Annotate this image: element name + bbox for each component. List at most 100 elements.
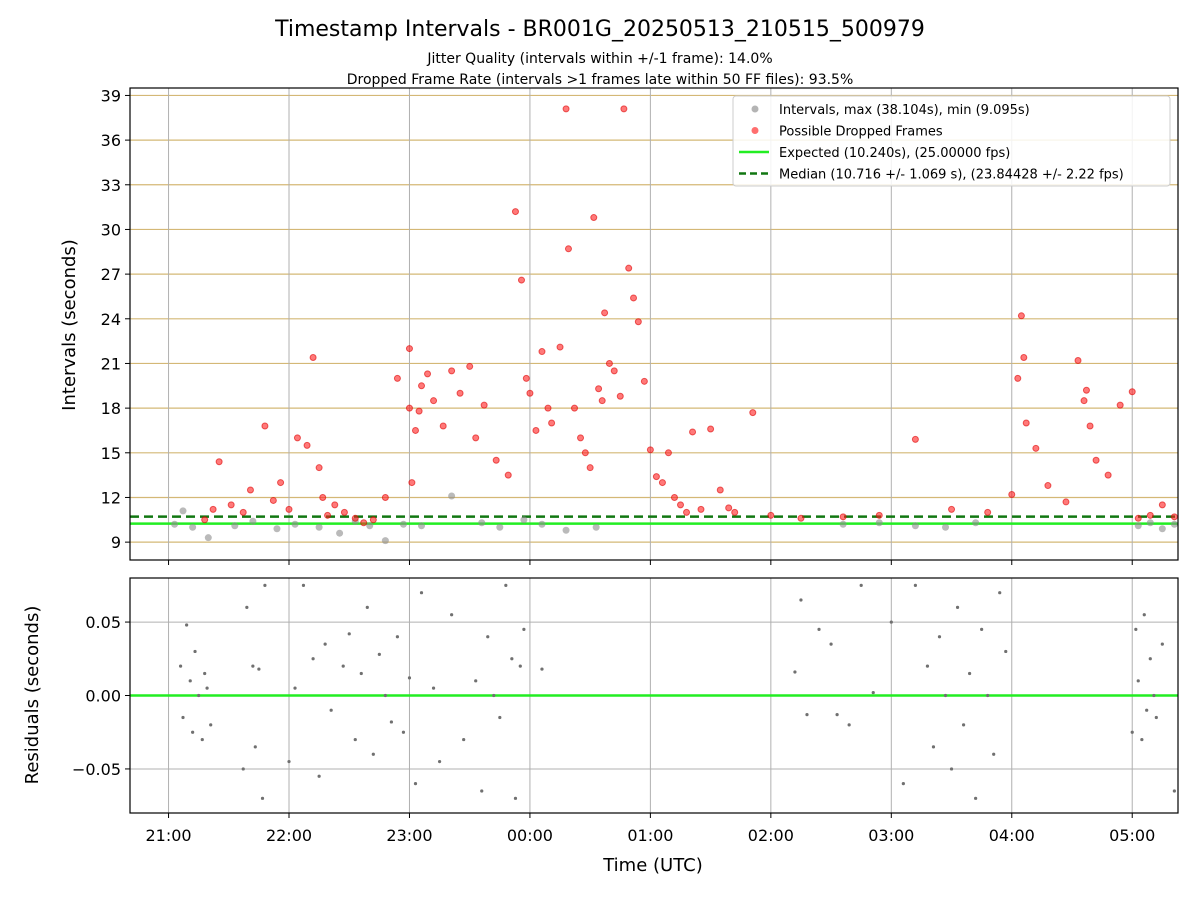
residual-point-23 — [323, 642, 327, 646]
possible-dropped-frames-point-28 — [418, 382, 426, 390]
possible-dropped-frames-point-47 — [556, 343, 564, 351]
possible-dropped-frames-point-75 — [707, 425, 715, 433]
residual-point-3 — [188, 679, 192, 683]
possible-dropped-frames-point-24 — [405, 404, 413, 412]
possible-dropped-frames-point-93 — [1044, 482, 1052, 490]
intervals-point-12 — [381, 537, 389, 545]
residual-point-85 — [1145, 708, 1149, 712]
possible-dropped-frames-point-58 — [605, 359, 613, 367]
residual-point-73 — [968, 671, 972, 676]
possible-dropped-frames-point-100 — [1104, 471, 1112, 479]
residual-point-38 — [419, 591, 424, 595]
possible-dropped-frames-point-7 — [269, 496, 277, 504]
intervals-point-8 — [315, 523, 323, 531]
residual-point-30 — [371, 752, 375, 756]
intervals-point-14 — [418, 522, 426, 530]
possible-dropped-frames-point-90 — [1020, 354, 1028, 362]
possible-dropped-frames-point-78 — [731, 508, 739, 516]
residual-point-37 — [413, 782, 418, 786]
intervals-ytick-label-2: 15 — [101, 444, 121, 463]
residual-point-58 — [829, 642, 833, 646]
possible-dropped-frames-point-25 — [408, 479, 416, 487]
possible-dropped-frames-point-54 — [590, 214, 598, 222]
intervals-point-20 — [562, 526, 570, 534]
intervals-point-28 — [1146, 519, 1154, 527]
intervals-ytick-label-6: 27 — [101, 265, 121, 284]
possible-dropped-frames-point-4 — [239, 508, 247, 516]
possible-dropped-frames-point-82 — [839, 513, 847, 521]
intervals-point-3 — [204, 534, 212, 542]
possible-dropped-frames-point-40 — [517, 276, 525, 284]
residual-point-10 — [209, 723, 213, 727]
residual-point-29 — [365, 605, 369, 609]
residual-point-83 — [1140, 737, 1144, 742]
possible-dropped-frames-point-10 — [293, 434, 301, 442]
possible-dropped-frames-point-99 — [1092, 456, 1100, 464]
possible-dropped-frames-point-97 — [1082, 386, 1090, 394]
possible-dropped-frames-point-65 — [640, 377, 648, 385]
residual-point-8 — [203, 671, 207, 676]
possible-dropped-frames-point-1 — [209, 505, 217, 513]
residual-point-33 — [389, 720, 393, 724]
possible-dropped-frames-point-81 — [797, 514, 805, 522]
possible-dropped-frames-point-85 — [948, 505, 956, 513]
residual-point-11 — [241, 767, 245, 771]
intervals-point-6 — [273, 525, 281, 533]
possible-dropped-frames-point-36 — [480, 401, 488, 409]
possible-dropped-frames-point-71 — [677, 501, 685, 509]
residual-point-42 — [462, 737, 466, 742]
legend-marker-0 — [751, 105, 759, 113]
intervals-point-1 — [179, 507, 187, 515]
possible-dropped-frames-point-42 — [526, 389, 534, 397]
possible-dropped-frames-point-21 — [381, 493, 389, 501]
residual-point-2 — [185, 623, 189, 627]
residual-point-71 — [955, 605, 960, 609]
possible-dropped-frames-point-56 — [598, 397, 606, 405]
possible-dropped-frames-point-27 — [415, 407, 423, 415]
residual-point-19 — [293, 686, 297, 690]
possible-dropped-frames-point-22 — [393, 374, 401, 382]
possible-dropped-frames-point-89 — [1017, 312, 1025, 320]
possible-dropped-frames-point-72 — [683, 508, 691, 516]
possible-dropped-frames-point-83 — [875, 511, 883, 519]
residual-point-51 — [518, 664, 522, 668]
possible-dropped-frames-point-0 — [201, 516, 209, 524]
residual-point-78 — [998, 591, 1002, 595]
possible-dropped-frames-point-20 — [369, 516, 377, 524]
possible-dropped-frames-point-76 — [716, 486, 724, 494]
residual-point-52 — [522, 627, 526, 632]
residual-point-69 — [943, 693, 948, 698]
residual-point-0 — [178, 664, 183, 668]
residual-point-48 — [504, 583, 508, 587]
legend-label-2: Expected (10.240s), (25.00000 fps) — [779, 146, 1010, 161]
residual-point-75 — [980, 627, 984, 632]
possible-dropped-frames-point-49 — [564, 245, 572, 253]
possible-dropped-frames-point-35 — [472, 434, 480, 442]
intervals-point-19 — [538, 520, 546, 528]
possible-dropped-frames-point-70 — [670, 493, 678, 501]
residual-point-55 — [799, 598, 803, 602]
residual-point-90 — [1172, 789, 1176, 793]
possible-dropped-frames-point-88 — [1014, 374, 1022, 382]
possible-dropped-frames-point-12 — [309, 354, 317, 362]
intervals-point-21 — [592, 523, 600, 531]
intervals-point-4 — [231, 522, 239, 530]
possible-dropped-frames-point-51 — [577, 434, 585, 442]
residual-point-80 — [1130, 730, 1134, 734]
intervals-point-7 — [291, 520, 299, 528]
legend-label-0: Intervals, max (38.104s), min (9.095s) — [779, 103, 1030, 118]
xtick-label-8: 05:00 — [1109, 826, 1155, 845]
possible-dropped-frames-point-61 — [620, 105, 628, 113]
residual-point-54 — [793, 670, 797, 674]
possible-dropped-frames-point-79 — [749, 409, 757, 417]
intervals-ytick-label-0: 9 — [111, 533, 121, 552]
residual-point-76 — [986, 693, 990, 698]
residual-point-88 — [1154, 715, 1158, 720]
residuals-ytick-label-1: 0.00 — [85, 687, 121, 706]
possible-dropped-frames-point-50 — [570, 404, 578, 412]
intervals-point-22 — [839, 520, 847, 528]
intervals-panel: 9 12 15 18 21 24 27 30 33 36 39 — [101, 86, 1179, 565]
residual-point-39 — [431, 686, 436, 690]
residuals-ytick-label-0: −0.05 — [72, 760, 121, 779]
